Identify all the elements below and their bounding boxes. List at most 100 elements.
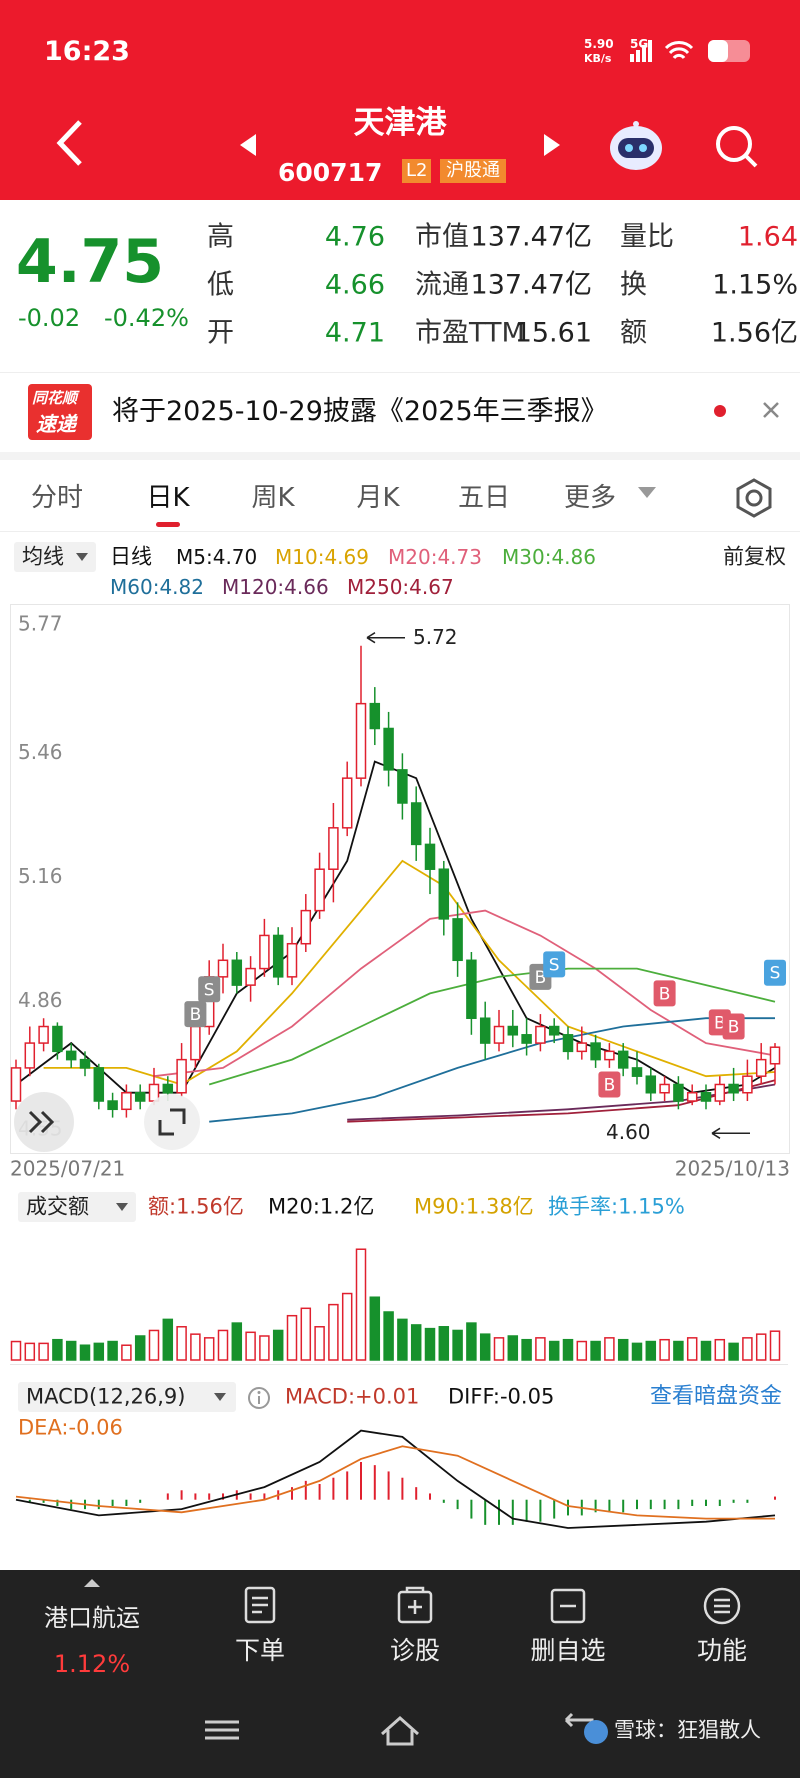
candle-body	[24, 1042, 36, 1069]
candle-body	[645, 1075, 657, 1094]
ma-legend-item: M20:4.73	[388, 545, 482, 569]
candle-body	[659, 1083, 670, 1094]
net-unit: KB/s	[584, 52, 612, 65]
candle-body	[493, 1025, 505, 1044]
more-caret[interactable]	[634, 482, 664, 502]
signal-label: S	[549, 955, 560, 975]
signal-label: B	[728, 1018, 740, 1038]
stat-value: 15.61	[514, 317, 592, 349]
candle-body	[38, 1025, 49, 1044]
macd-selector-bg[interactable]	[18, 1382, 236, 1412]
nav-icon[interactable]	[548, 1586, 588, 1626]
nav-icon[interactable]	[240, 1586, 280, 1626]
stock-code: 600717	[278, 158, 383, 187]
volume-bar	[328, 1303, 339, 1361]
net-speed: 5.90	[584, 37, 614, 51]
tab[interactable]: 分时	[30, 483, 83, 513]
info-icon[interactable]	[246, 1385, 272, 1411]
volume-bar	[383, 1311, 394, 1361]
vol-selector[interactable]: 成交额	[26, 1194, 89, 1219]
candle-body	[162, 1083, 174, 1094]
chart-controls[interactable]	[10, 1090, 200, 1160]
tab[interactable]: 五日	[457, 483, 510, 513]
settings-button[interactable]	[732, 476, 776, 520]
annotation-arrow	[711, 1127, 750, 1139]
tab[interactable]: 周K	[251, 483, 295, 513]
sector-name[interactable]: 港口航运	[44, 1604, 140, 1632]
volume-bar	[452, 1329, 463, 1361]
stat-value: 1.15%	[712, 269, 798, 301]
volume-bar	[162, 1318, 174, 1361]
macd-title[interactable]: MACD(12,26,9)	[26, 1384, 186, 1409]
volume-bar	[673, 1340, 684, 1361]
annotation-label: 5.72	[413, 625, 458, 649]
candle-body	[245, 967, 256, 986]
y-tick-label: 4.86	[18, 988, 63, 1012]
tab[interactable]: 日K	[146, 483, 190, 513]
divider	[0, 531, 800, 532]
nav-icon[interactable]	[395, 1586, 435, 1626]
adjust-mode[interactable]: 前复权	[723, 544, 786, 569]
volume-bar	[548, 1340, 560, 1361]
ma-legend-item: M5:4.70	[176, 545, 258, 569]
candle-body	[341, 777, 353, 829]
ma-selector[interactable]: 均线	[22, 544, 64, 569]
candle-body	[755, 1058, 767, 1077]
candle-body	[300, 909, 312, 945]
x-tick-label: 2025/10/13	[675, 1157, 790, 1181]
news-text[interactable]: 将于2025-10-29披露《2025年三季报》	[112, 396, 608, 427]
dark-pool-link[interactable]: 查看暗盘资金	[649, 1384, 782, 1409]
candle-body	[10, 1067, 22, 1102]
logo-text: 速递	[36, 412, 76, 436]
ma-line	[209, 1017, 775, 1123]
candle-body	[272, 934, 284, 978]
volume-bar	[535, 1337, 546, 1361]
candle-body	[576, 1042, 588, 1053]
volume-bar	[700, 1340, 712, 1361]
robot-button[interactable]	[606, 120, 666, 172]
nav-icon[interactable]	[702, 1586, 742, 1626]
volume-bar	[769, 1330, 781, 1361]
signal-badge	[722, 1013, 745, 1040]
prev-stock[interactable]	[236, 132, 258, 158]
macd-legend-item: DEA:-0.06	[18, 1415, 123, 1440]
volume-bar	[24, 1342, 36, 1361]
tab[interactable]: 更多	[563, 483, 616, 513]
volume-bar	[231, 1322, 243, 1361]
nav-label[interactable]: 删自选	[530, 1636, 606, 1665]
candle-body	[438, 868, 450, 920]
volume-bar	[659, 1338, 670, 1361]
volume-bar	[742, 1337, 753, 1361]
volume-bar	[493, 1337, 505, 1361]
nav-label[interactable]: 功能	[696, 1636, 747, 1665]
ma-line	[43, 859, 776, 1086]
volume-bar	[714, 1338, 726, 1361]
volume-bar	[245, 1331, 256, 1361]
tab-indicator	[156, 522, 180, 527]
nav-label[interactable]: 诊股	[389, 1636, 440, 1665]
volume-bar	[107, 1340, 118, 1361]
news-controls[interactable]	[706, 396, 796, 426]
nav-label[interactable]: 下单	[234, 1636, 285, 1665]
volume-bar	[631, 1342, 643, 1361]
stat-label: 市盈TTM	[415, 317, 525, 349]
volume-bar	[576, 1340, 588, 1361]
volume-bar	[728, 1342, 739, 1361]
ma-legend-item: M120:4.66	[222, 575, 329, 599]
candle-body	[217, 959, 229, 978]
stat-label: 换	[620, 269, 647, 301]
vol-selector-bg[interactable]	[18, 1192, 136, 1222]
signal-badge	[598, 1071, 621, 1098]
back-button[interactable]	[50, 118, 90, 168]
signal-badge	[184, 1001, 207, 1028]
signal-label: B	[659, 984, 671, 1004]
ma-line	[15, 760, 776, 1094]
watermark: 雪球：狂猖散人	[614, 1718, 761, 1742]
signal-label: S	[770, 964, 781, 984]
next-stock[interactable]	[542, 132, 564, 158]
candle-body	[604, 1050, 615, 1061]
tab[interactable]: 月K	[356, 483, 400, 513]
y-tick-label: 5.77	[18, 612, 63, 636]
search-button[interactable]	[712, 122, 762, 172]
signal-badge	[198, 976, 221, 1003]
